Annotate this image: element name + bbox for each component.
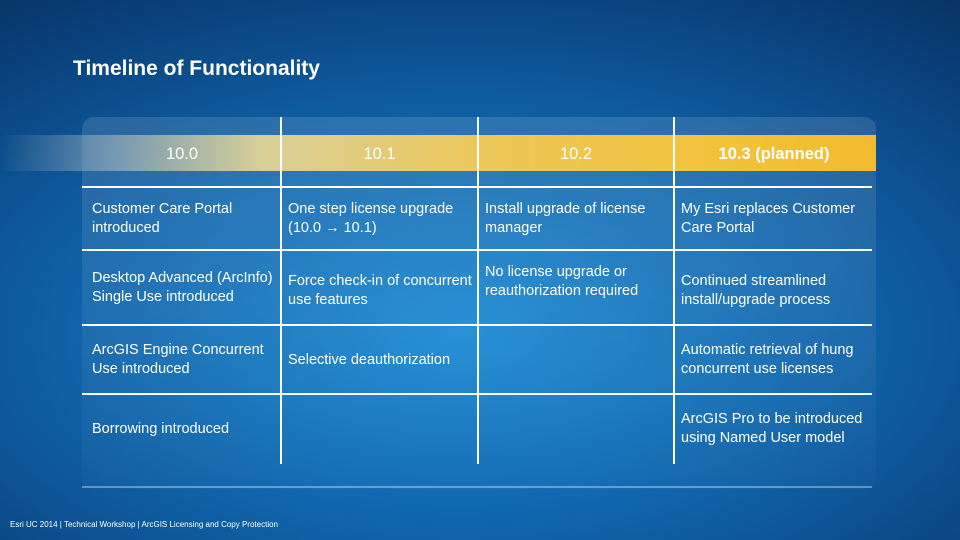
feature-cell: Continued streamlined install/upgrade pr…: [681, 272, 831, 308]
slide-footer: Esri UC 2014 | Technical Workshop | ArcG…: [10, 520, 278, 529]
row-divider: [82, 486, 872, 488]
timeline-arrow: [0, 135, 876, 171]
timeline-arrow-tip: [866, 135, 876, 171]
version-header-10-3: 10.3 (planned): [718, 145, 830, 163]
feature-cell: ArcGIS Pro to be introduced using Named …: [681, 411, 863, 446]
feature-cell: No license upgrade or reauthorization re…: [485, 264, 639, 299]
row-divider: [82, 324, 872, 326]
column-divider: [673, 117, 675, 464]
feature-cell: Automatic retrieval of hung concurrent u…: [681, 342, 854, 377]
feature-cell: Install upgrade of license manager: [485, 201, 646, 236]
column-divider: [477, 117, 479, 464]
feature-cell: Force check-in of concurrent use feature…: [288, 272, 472, 308]
feature-cell: Selective deauthorization: [288, 351, 451, 368]
feature-cell: My Esri replaces Customer Care Portal: [681, 201, 856, 236]
feature-cell: ArcGIS Engine Concurrent Use introduced: [92, 342, 264, 377]
feature-cell: Borrowing introduced: [92, 420, 230, 437]
version-header-10-1: 10.1: [363, 145, 396, 163]
slide-title: Timeline of Functionality: [73, 57, 320, 80]
feature-cell: Customer Care Portal introduced: [92, 201, 233, 236]
row-divider: [82, 393, 872, 395]
version-header-10-0: 10.0: [165, 145, 199, 163]
column-divider: [280, 117, 282, 464]
timeline-panel: [82, 117, 876, 489]
row-divider: [82, 186, 872, 188]
feature-cell: One step license upgrade (10.0 → 10.1): [288, 201, 454, 236]
feature-cell: Desktop Advanced (ArcInfo) Single Use in…: [92, 270, 273, 305]
version-header-10-2: 10.2: [559, 145, 593, 163]
row-divider: [82, 249, 872, 251]
